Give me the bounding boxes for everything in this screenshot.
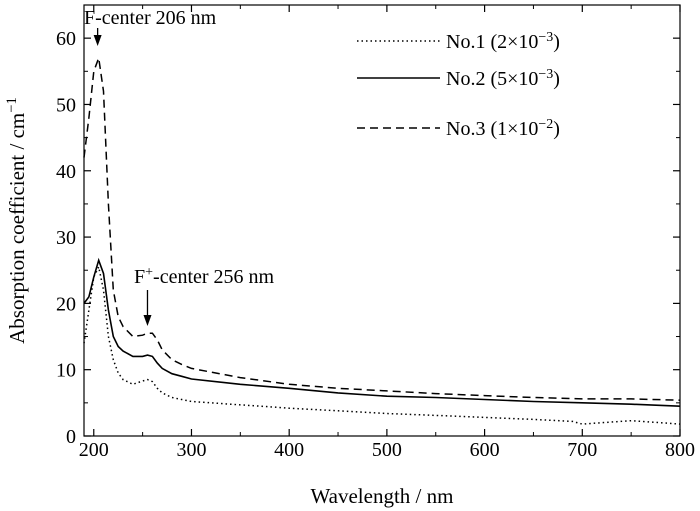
series-layer [83,57,681,425]
legend: No.1 (2×10−3) No.2 (5×10−3) No.3 (1×10−2) [357,30,560,141]
x-tick-label-700: 700 [567,439,597,461]
x-tick-label-400: 400 [274,439,304,461]
y-tick-label-0: 0 [66,426,76,448]
y-tick-label-40: 40 [56,161,76,183]
y-tick-label-10: 10 [56,360,76,382]
y-tick-label-60: 60 [56,28,76,50]
legend-label-3: No.3 (1×10−2) [446,117,560,141]
legend-label-1: No.1 (2×10−3) [446,30,560,54]
x-tick-label-300: 300 [176,439,206,461]
x-tick-label-600: 600 [470,439,500,461]
x-tick-label-800: 800 [665,439,695,461]
annotation-f-center-arrow-head [93,35,102,46]
series-line-2 [83,257,681,407]
plot-border [83,4,681,437]
annotation-f-plus-center: F+-center 256 nm [134,265,275,289]
x-tick-label-200: 200 [79,439,109,461]
y-tick-label-50: 50 [56,94,76,116]
x-axis-title: Wavelength / nm [311,484,454,508]
annotations: F-center 206 nm F+-center 256 nm [84,7,275,326]
annotation-f-plus-center-arrow-head [143,315,152,326]
y-tick-label-30: 30 [56,227,76,249]
plot-frame [83,4,681,437]
legend-label-2: No.2 (5×10−3) [446,67,560,91]
axis-ticks: 200 300 400 500 600 700 800 0 10 20 30 40 50 60 [56,5,695,461]
y-axis-title: Absorption coefficient / cm−1 [4,97,29,344]
series-line-1 [83,264,681,425]
y-tick-label-20: 20 [56,293,76,315]
x-tick-label-500: 500 [372,439,402,461]
series-line-3 [83,57,681,401]
annotation-f-center: F-center 206 nm [84,7,217,29]
